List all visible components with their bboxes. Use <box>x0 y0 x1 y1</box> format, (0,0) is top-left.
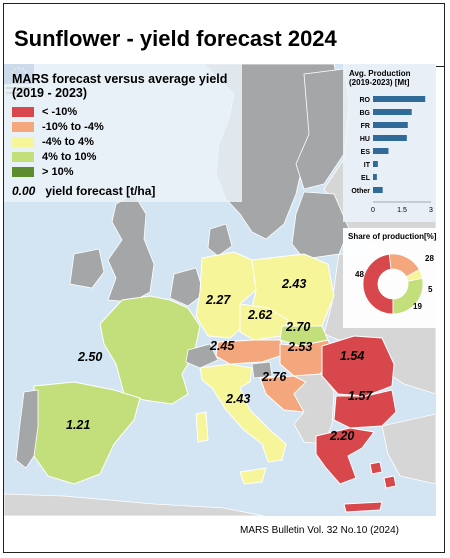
legend-label: 4% to 10% <box>42 151 97 163</box>
production-bar <box>373 109 412 115</box>
map-region-greece <box>315 427 375 485</box>
title-box: Sunflower - yield forecast 2024 <box>4 4 444 67</box>
value-italy: 2.43 <box>226 392 251 406</box>
map-region-slovenia <box>251 361 273 379</box>
bar-category-label: IT <box>364 162 371 169</box>
map-region-denmark <box>207 223 233 257</box>
production-title-line2: (2019-2023) [Mt] <box>349 78 410 87</box>
share-label-28: 28 <box>425 254 434 263</box>
bar-category-label: HU <box>360 136 370 143</box>
map-region-greece-islands <box>369 461 397 489</box>
map-region-italy-sicily <box>239 467 267 485</box>
legend-yield-note: 0.00 yield forecast [t/ha] <box>12 184 155 198</box>
value-france: 2.50 <box>78 350 103 364</box>
production-bar <box>373 135 407 141</box>
map-region-ireland <box>69 248 105 289</box>
bar-category-label: Other <box>351 188 370 195</box>
production-bar <box>373 174 377 180</box>
map-region-france <box>99 295 201 405</box>
map-region-turkey <box>381 413 436 485</box>
value-romania: 1.54 <box>340 349 365 363</box>
map-region-benelux <box>169 267 205 307</box>
share-donut-chart <box>362 253 424 315</box>
bar-category-label: EL <box>361 175 371 182</box>
production-bar <box>373 161 378 167</box>
production-tick-label: 3 <box>429 207 433 214</box>
share-label-5: 5 <box>428 285 433 294</box>
map-region-switzerland <box>185 343 219 369</box>
value-germany: 2.27 <box>206 293 231 307</box>
map-region-spain <box>33 381 141 485</box>
legend-title-line1: MARS forecast versus average yield <box>12 72 228 86</box>
value-poland: 2.43 <box>282 277 307 291</box>
share-label-48: 48 <box>355 270 364 279</box>
bar-category-label: ES <box>361 149 371 156</box>
footer-citation: MARS Bulletin Vol. 32 No.10 (2024) <box>240 525 399 536</box>
map-region-portugal <box>15 389 39 469</box>
value-greece: 2.20 <box>330 429 355 443</box>
value-spain: 1.21 <box>66 418 91 432</box>
map-region-italy <box>199 363 287 463</box>
legend-label: > 10% <box>42 166 74 178</box>
production-bar <box>373 187 383 193</box>
map-region-uk <box>107 193 155 303</box>
legend-title: MARS forecast versus average yield (2019… <box>12 72 240 100</box>
value-slovakia: 2.70 <box>286 320 311 334</box>
legend-swatch <box>12 137 34 147</box>
map-title: Sunflower - yield forecast 2024 <box>14 26 337 51</box>
legend-yield-example: 0.00 <box>12 184 36 198</box>
production-title-line1: Avg. Production <box>349 69 411 78</box>
bar-category-label: BG <box>360 110 371 117</box>
legend-label: -10% to -4% <box>42 121 104 133</box>
value-bulgaria: 1.57 <box>348 389 373 403</box>
share-slice <box>362 253 394 315</box>
production-bar <box>373 96 426 102</box>
legend-swatch <box>12 107 34 117</box>
share-chart-title: Share of production[%] <box>348 232 437 241</box>
legend-swatch <box>12 152 34 162</box>
legend-label: -4% to 4% <box>42 136 94 148</box>
map-region-italy-sardinia <box>195 411 209 443</box>
production-chart-title: Avg. Production (2019-2023) [Mt] <box>349 69 410 87</box>
legend-swatch <box>12 122 34 132</box>
map-region-balkans <box>292 373 335 445</box>
legend-swatch <box>12 167 34 177</box>
production-bar <box>373 148 389 154</box>
production-tick-label: 0 <box>371 207 375 214</box>
map-region-romania <box>321 335 395 397</box>
bar-category-label: FR <box>361 123 370 130</box>
map-region-bulgaria <box>333 389 397 429</box>
bar-category-label: RO <box>360 97 371 104</box>
legend-yield-text: yield forecast [t/ha] <box>45 184 156 198</box>
share-chart-panel: Share of production[%] 28 48 5 19 <box>343 228 436 328</box>
value-austria: 2.45 <box>210 339 235 353</box>
value-czechia: 2.62 <box>248 308 273 322</box>
map-region-baltics <box>291 191 350 260</box>
production-chart-panel: Avg. Production (2019-2023) [Mt] RO BG FR H… <box>343 64 436 222</box>
map-region-north-africa <box>4 493 265 516</box>
production-bar-chart: RO BG FR HU ES IT EL Other 0 1.5 3 <box>351 96 433 214</box>
map-region-austria <box>215 339 287 365</box>
map-region-greece-island-crete <box>343 501 383 513</box>
production-bar <box>373 122 408 128</box>
production-tick-label: 1.5 <box>397 207 407 214</box>
value-croatia: 2.76 <box>262 370 287 384</box>
legend-label: < -10% <box>42 106 78 118</box>
value-hungary: 2.53 <box>288 340 313 354</box>
share-slice <box>392 277 424 315</box>
legend-title-line2: (2019 - 2023) <box>12 86 88 100</box>
legend: MARS forecast versus average yield (2019… <box>4 64 242 202</box>
share-label-19: 19 <box>413 302 422 311</box>
